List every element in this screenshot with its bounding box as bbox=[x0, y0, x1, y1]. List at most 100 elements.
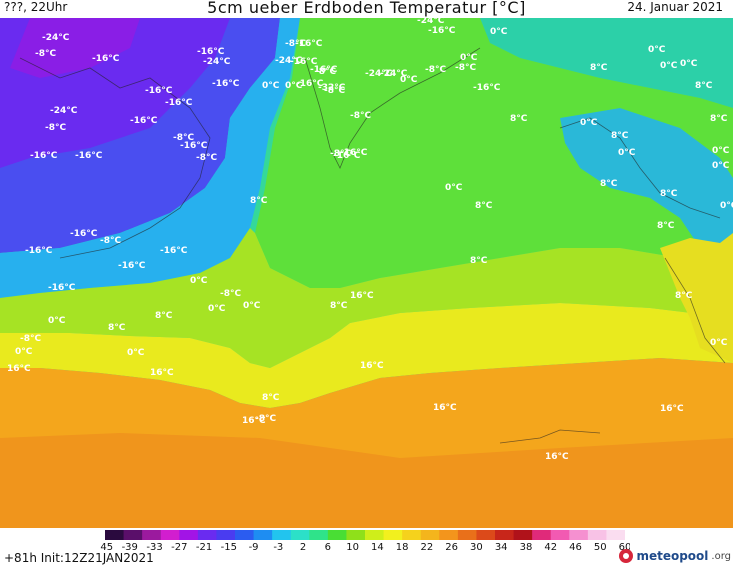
colorbar-tick-label: 18 bbox=[396, 542, 409, 551]
colorbar-swatch bbox=[253, 530, 273, 540]
colorbar-swatch bbox=[513, 530, 533, 540]
colorbar-tick-label: 34 bbox=[495, 542, 508, 551]
isotherm-label: -16°C bbox=[428, 26, 456, 36]
colorbar-tick-label: 42 bbox=[544, 542, 557, 551]
colorbar-swatch bbox=[309, 530, 329, 540]
colorbar-swatch bbox=[179, 530, 199, 540]
colorbar-tick-label: 10 bbox=[346, 542, 359, 551]
isotherm-label: 0°C bbox=[490, 27, 508, 37]
colorbar-swatch bbox=[365, 530, 385, 540]
isotherm-label: -8°C bbox=[330, 149, 351, 159]
isotherm-label: 0°C bbox=[648, 45, 666, 55]
isotherm-label: 8°C bbox=[657, 221, 675, 231]
valid-date: 24. Januar 2021 bbox=[627, 0, 723, 14]
colorbar-swatch bbox=[142, 530, 162, 540]
isotherm-label: -16°C bbox=[130, 116, 158, 126]
colorbar-swatch bbox=[327, 530, 347, 540]
yellow-band bbox=[0, 303, 733, 408]
isotherm-label: 0°C bbox=[400, 75, 418, 85]
isotherm-label: -16°C bbox=[340, 148, 368, 158]
isotherm-label: 8°C bbox=[600, 179, 618, 189]
isotherm-label: 8°C bbox=[675, 291, 693, 301]
isotherm-label: -16°C bbox=[310, 65, 338, 75]
isotherm-label: 0°C bbox=[580, 118, 598, 128]
isotherm-label: 0°C bbox=[262, 81, 280, 91]
mid-ocean bbox=[0, 228, 733, 368]
isotherm-label: 16°C bbox=[242, 416, 266, 426]
colorbar-tick-label: 14 bbox=[371, 542, 384, 551]
isotherm-label: -8°C bbox=[315, 67, 336, 77]
isotherm-label: 8°C bbox=[475, 201, 493, 211]
atlantic-green bbox=[255, 18, 733, 288]
colorbar-tick-label: -27 bbox=[171, 542, 187, 551]
isotherm-label: 8°C bbox=[660, 189, 678, 199]
colorbar-tick-label: 46 bbox=[569, 542, 582, 551]
isotherm-label: -24°C bbox=[365, 69, 393, 79]
isotherm-label: 16°C bbox=[350, 291, 374, 301]
colorbar-swatch bbox=[272, 530, 292, 540]
isotherm-label: 16°C bbox=[360, 361, 384, 371]
colorbar-tick-label: 22 bbox=[421, 542, 434, 551]
isotherm-label: -24°C bbox=[42, 33, 70, 43]
isotherm-labels: -24°C-16°C -24°C-16°C-16°C-16°C-24°C-16°C… bbox=[7, 18, 733, 462]
isotherm-label: 0°C bbox=[710, 338, 728, 348]
colorbar-swatch bbox=[123, 530, 143, 540]
temperature-map: -24°C-16°C -24°C-16°C-16°C-16°C-24°C-16°C… bbox=[0, 18, 733, 528]
isotherm-label: -8°C bbox=[100, 236, 121, 246]
isotherm-label: 0°C bbox=[208, 304, 226, 314]
colorbar-swatch bbox=[216, 530, 236, 540]
isotherm-label: -16°C bbox=[296, 79, 324, 89]
isotherm-label: -24°C bbox=[380, 69, 408, 79]
colorbar-swatch bbox=[235, 530, 255, 540]
isotherm-label: 0°C bbox=[712, 146, 730, 156]
colorbar-swatch bbox=[587, 530, 607, 540]
europe-coast bbox=[660, 233, 733, 363]
isotherm-label: 8°C bbox=[330, 301, 348, 311]
init-time: +81h Init:12Z21JAN2021 bbox=[4, 551, 154, 565]
colorbar-swatch bbox=[476, 530, 496, 540]
isotherm-label: 0°C bbox=[15, 347, 33, 357]
meteopool-logo[interactable]: meteopool .org bbox=[619, 546, 731, 566]
isotherm-label: -16°C bbox=[333, 151, 361, 161]
isotherm-label: -8°C bbox=[285, 39, 306, 49]
isotherm-label: 16°C bbox=[545, 452, 569, 462]
isotherm-label: 0°C bbox=[680, 59, 698, 69]
colorbar-ticks: -45-39-33-27-21-15-9-3261014182226303438… bbox=[100, 542, 630, 551]
colorbar-tick-label: 38 bbox=[520, 542, 533, 551]
isotherm-label: -8°C bbox=[45, 123, 66, 133]
extreme-cold-canada bbox=[10, 18, 140, 78]
isotherm-label: 8°C bbox=[710, 114, 728, 124]
isotherm-label: -16°C bbox=[145, 86, 173, 96]
colorbar-tick-label: -3 bbox=[273, 542, 283, 551]
colorbar-swatch bbox=[550, 530, 570, 540]
meteopool-icon bbox=[619, 549, 634, 563]
coastlines bbox=[19, 47, 726, 444]
isotherm-label: 8°C bbox=[155, 311, 173, 321]
isotherm-label: 0°C bbox=[190, 276, 208, 286]
isotherm-label: 0°C bbox=[712, 161, 730, 171]
isotherm-label: 8°C bbox=[470, 256, 488, 266]
isotherm-label: -16°C bbox=[180, 141, 208, 151]
isotherm-label: 8°C bbox=[108, 323, 126, 333]
map-title: 5cm ueber Erdboden Temperatur [°C] bbox=[207, 0, 526, 17]
colorbar-swatch bbox=[290, 530, 310, 540]
colorbar-swatch bbox=[402, 530, 422, 540]
isotherm-label: -24°C bbox=[203, 57, 231, 67]
isotherm-label: -8°C bbox=[350, 111, 371, 121]
colorbar-swatch bbox=[197, 530, 217, 540]
isotherm-label: 8°C bbox=[695, 81, 713, 91]
isotherm-label: -16°C bbox=[48, 283, 76, 293]
colorbar-tick-label: -45 bbox=[100, 542, 113, 551]
isotherm-label: -8°C bbox=[220, 289, 241, 299]
isotherm-label: -8°C bbox=[425, 65, 446, 75]
isotherm-label: -16°C bbox=[70, 229, 98, 239]
colorbar-tick-label: 6 bbox=[325, 542, 331, 551]
isotherm-label: 0°C bbox=[460, 53, 478, 63]
isotherm-label: -8°C bbox=[20, 334, 41, 344]
isotherm-label: 0°C bbox=[618, 148, 636, 158]
colorbar-swatch bbox=[383, 530, 403, 540]
isotherm-label: 16°C bbox=[660, 404, 684, 414]
isotherm-label: -16°C bbox=[25, 246, 53, 256]
colorbar-tick-label: 2 bbox=[300, 542, 306, 551]
isotherm-label: -8°C bbox=[324, 86, 345, 96]
